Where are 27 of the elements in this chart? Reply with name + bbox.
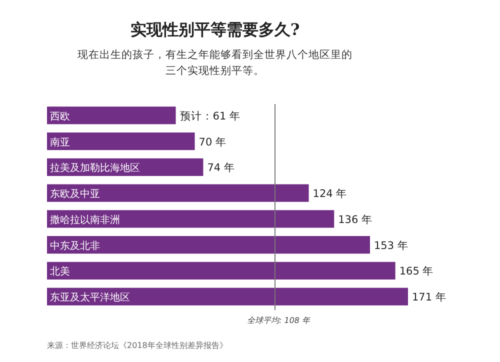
ref-line-label: 全球平均: 108 年	[247, 316, 312, 325]
data-label: 预计：61 年	[180, 109, 240, 122]
chart-title: 实现性别平等需要多久?	[130, 20, 300, 39]
y-tick-label: 拉美及加勒比海地区	[50, 162, 140, 174]
y-tick-label: 撒哈拉以南非洲	[50, 214, 120, 226]
chart-subtitle: 现在出生的孩子，有生之年能够看到全世界八个地区里的三个实现性别平等。	[78, 48, 352, 77]
data-label: 124 年	[312, 188, 348, 200]
y-tick-label: 北美	[50, 266, 70, 278]
bar	[47, 210, 334, 228]
data-label: 74 年	[207, 162, 235, 174]
y-tick-label: 东欧及中亚	[50, 188, 100, 200]
data-label: 153 年	[374, 240, 408, 252]
bar	[47, 184, 309, 202]
source-note: 来源：世界经济论坛《2018年全球性别差异报告》	[47, 341, 228, 350]
bar	[47, 288, 408, 306]
bar	[47, 132, 195, 150]
data-label: 165 年	[399, 266, 434, 278]
y-tick-label: 西欧	[50, 111, 70, 122]
y-tick-label: 南亚	[50, 136, 70, 148]
bar	[47, 236, 370, 254]
y-tick-label: 东亚及太平洋地区	[50, 292, 130, 304]
bar	[47, 262, 396, 280]
bar	[47, 106, 176, 124]
y-tick-label: 中东及北非	[50, 240, 100, 252]
data-label: 70 年	[198, 136, 226, 148]
data-label: 171 年	[412, 292, 446, 304]
data-label: 136 年	[338, 214, 372, 226]
